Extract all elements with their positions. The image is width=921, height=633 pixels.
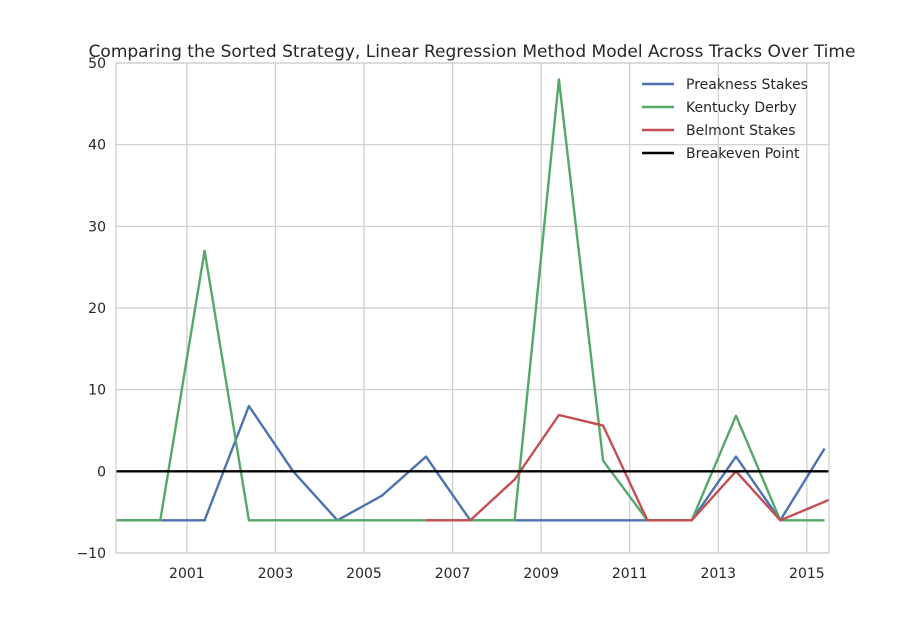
legend-label-kentucky-derby: Kentucky Derby [686,100,797,116]
x-axis-ticks: 2001 2003 2005 2007 2009 2011 2013 2015 [169,566,825,582]
series-lines [116,78,830,522]
x-tick-label: 2009 [523,566,559,582]
legend-label-breakeven-point: Breakeven Point [686,146,800,162]
plot-border [115,62,830,554]
legend-label-belmont-stakes: Belmont Stakes [686,123,796,139]
x-tick-label: 2015 [789,566,825,582]
y-tick-label: 50 [88,56,106,72]
x-tick-label: 2005 [346,566,382,582]
y-tick-label: −10 [76,546,106,562]
legend-label-preakness-stakes: Preakness Stakes [686,77,808,93]
y-tick-label: 30 [88,219,106,235]
x-tick-label: 2013 [700,566,736,582]
y-tick-label: 20 [88,301,106,317]
legend: Preakness Stakes Kentucky Derby Belmont St… [642,77,808,162]
x-tick-label: 2007 [435,566,471,582]
chart-title: Comparing the Sorted Strategy, Linear Re… [89,42,856,62]
series-line-belmont-stakes [426,413,830,522]
x-tick-label: 2001 [169,566,205,582]
x-tick-label: 2011 [612,566,648,582]
plot-frame [115,62,830,554]
y-tick-label: 40 [88,138,106,154]
y-tick-label: 0 [97,464,106,480]
y-axis-ticks: −10 0 10 20 30 40 50 [76,56,106,562]
x-tick-label: 2003 [258,566,294,582]
y-tick-label: 10 [88,383,106,399]
